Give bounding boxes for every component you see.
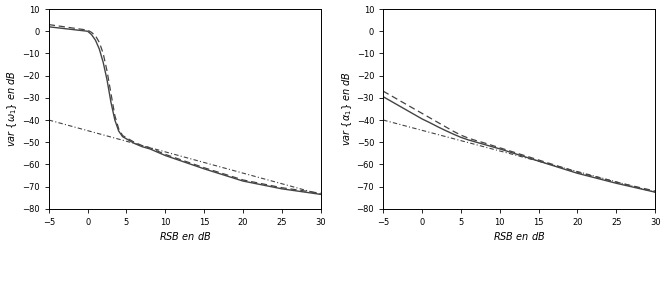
Y-axis label: var $\{\omega_1\}$ en dB: var $\{\omega_1\}$ en dB — [5, 70, 19, 147]
X-axis label: $RSB$ en dB: $RSB$ en dB — [493, 230, 545, 242]
X-axis label: $RSB$ en dB: $RSB$ en dB — [159, 230, 211, 242]
Y-axis label: var $\{\alpha_1\}$ en dB: var $\{\alpha_1\}$ en dB — [340, 71, 354, 146]
